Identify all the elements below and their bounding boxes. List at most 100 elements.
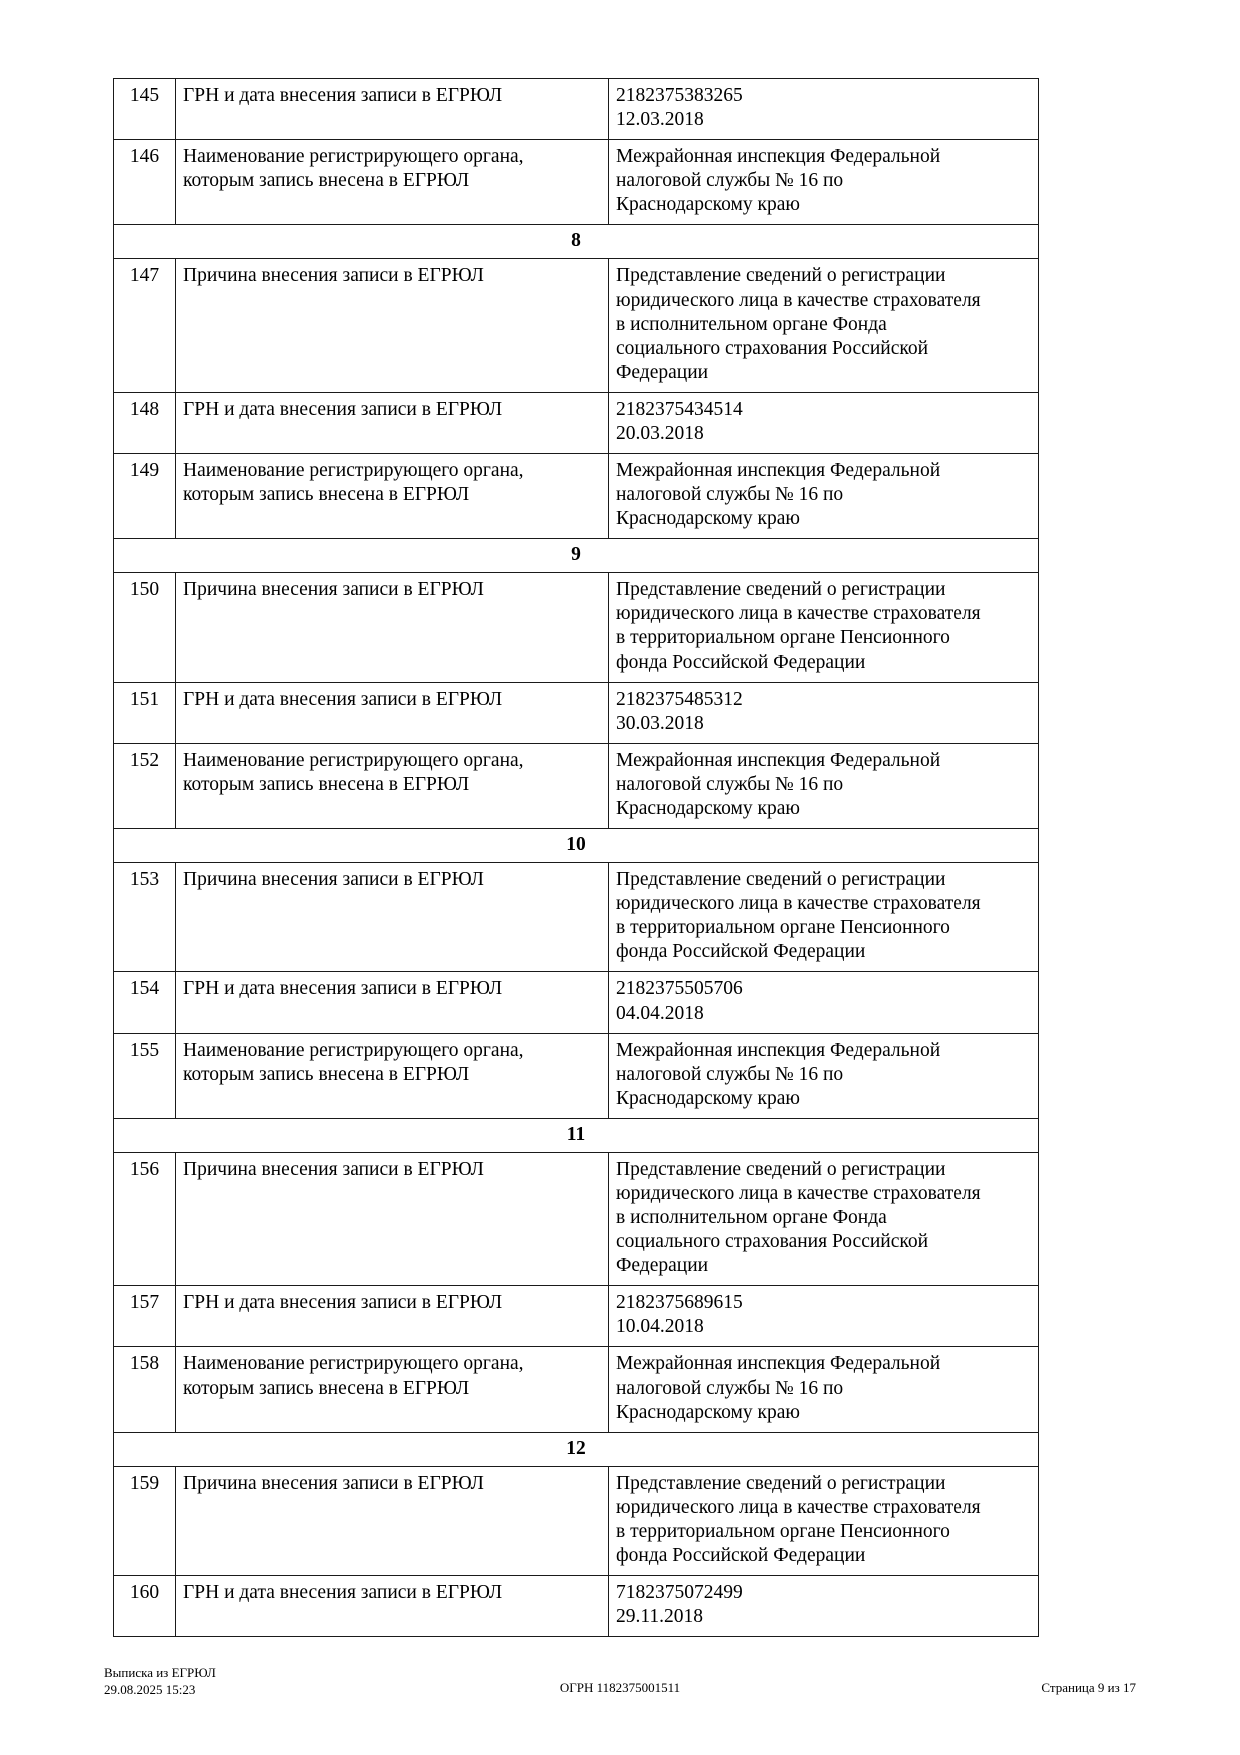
register-table-row: 148 ГРН и дата внесения записи в ЕГРЮЛ 218… [113, 391, 1039, 455]
register-table-row: 152 Наименование регистрирующего органа, к… [113, 742, 1039, 830]
register-row-label-line: Причина внесения записи в ЕГРЮЛ [183, 1158, 484, 1180]
register-row-value-line: в территориальном органе Пенсионного [616, 917, 950, 939]
register-row-value-line: Межрайонная инспекция Федеральной [616, 146, 941, 168]
register-group-label: 12 [113, 1431, 1039, 1467]
register-row-value-line: налоговой службы № 16 по [616, 1063, 844, 1085]
register-row-value: Представление сведений о регистрации юрид… [608, 1151, 1039, 1287]
register-row-number: 153 [113, 862, 176, 973]
register-row-number: 160 [113, 1575, 176, 1638]
register-row-value: Представление сведений о регистрации юрид… [608, 572, 1039, 683]
register-group-label: 8 [113, 224, 1039, 260]
register-table-row: 147 Причина внесения записи в ЕГРЮЛ Предст… [113, 258, 1039, 393]
register-row-value: Межрайонная инспекция Федеральной налогов… [608, 453, 1039, 540]
register-row-value: Межрайонная инспекция Федеральной налогов… [608, 1032, 1039, 1119]
register-row-label: ГРН и дата внесения записи в ЕГРЮЛ [175, 1285, 609, 1348]
register-row-label: ГРН и дата внесения записи в ЕГРЮЛ [175, 77, 609, 141]
register-row-value-line: налоговой службы № 16 по [616, 170, 844, 192]
register-row-value-line: 2182375505706 [616, 978, 743, 1000]
register-row-value-line: 10.04.2018 [616, 1316, 704, 1338]
register-table-row: 146 Наименование регистрирующего органа, к… [113, 139, 1039, 226]
page-footer: Выписка из ЕГРЮЛ 29.08.2025 15:23 ОГРН 1… [0, 1665, 1240, 1725]
footer-ogrn: ОГРН 1182375001511 [559, 1680, 681, 1695]
register-table-body: 145 ГРН и дата внесения записи в ЕГРЮЛ 218… [113, 77, 1039, 1638]
register-row-value-line: Представление сведений о регистрации [616, 1158, 946, 1180]
register-row-value-line: 2182375383265 [616, 85, 743, 106]
register-row-value-line: юридического лица в качестве страховател… [616, 289, 981, 311]
register-table-row: 149 Наименование регистрирующего органа, к… [113, 453, 1039, 540]
register-row-value-line: 2182375689615 [616, 1292, 743, 1314]
register-row-value-line: фонда Российской Федерации [616, 1544, 866, 1566]
register-row-number: 156 [113, 1151, 176, 1287]
register-row-value-line: юридического лица в качестве страховател… [616, 893, 981, 915]
register-row-value-line: в исполнительном органе Фонда [616, 1207, 887, 1229]
register-group-row: 10 [113, 828, 1039, 864]
register-row-number: 157 [113, 1285, 176, 1348]
register-group-row: 9 [113, 538, 1039, 574]
register-row-number: 146 [113, 139, 176, 226]
register-row-value-line: социального страхования Российской [616, 1231, 929, 1253]
register-row-number: 159 [113, 1465, 176, 1577]
register-row-value-line: 29.11.2018 [616, 1606, 704, 1628]
register-row-label: ГРН и дата внесения записи в ЕГРЮЛ [175, 971, 609, 1034]
register-table-row: 159 Причина внесения записи в ЕГРЮЛ Предст… [113, 1465, 1039, 1577]
register-table-row: 150 Причина внесения записи в ЕГРЮЛ Предст… [113, 572, 1039, 683]
register-row-value-line: в территориальном органе Пенсионного [616, 627, 950, 649]
register-row-label: Причина внесения записи в ЕГРЮЛ [175, 1151, 609, 1287]
register-row-value-line: Федерации [616, 361, 709, 383]
register-row-number: 147 [113, 258, 176, 393]
register-group-row: 12 [113, 1431, 1039, 1467]
register-row-value: Представление сведений о регистрации юрид… [608, 1465, 1039, 1577]
register-row-value: Межрайонная инспекция Федеральной налогов… [608, 139, 1039, 226]
register-row-value-line: фонда Российской Федерации [616, 651, 866, 673]
register-row-value-line: 20.03.2018 [616, 422, 704, 444]
register-row-value-line: Краснодарскому краю [616, 508, 800, 530]
register-row-value-line: 2182375434514 [616, 398, 743, 420]
register-row-value-line: Межрайонная инспекция Федеральной [616, 749, 941, 771]
register-row-value: Представление сведений о регистрации юрид… [608, 258, 1039, 393]
register-row-number: 151 [113, 681, 176, 744]
register-row-label: Наименование регистрирующего органа, кото… [175, 453, 609, 540]
register-row-label-line: Причина внесения записи в ЕГРЮЛ [183, 579, 484, 601]
register-row-value-line: 30.03.2018 [616, 712, 704, 734]
register-row-value-line: Федерации [616, 1255, 709, 1277]
register-row-value-line: Краснодарскому краю [616, 1401, 800, 1423]
register-group-row: 11 [113, 1117, 1039, 1153]
register-row-value-line: Межрайонная инспекция Федеральной [616, 1353, 941, 1375]
footer-document-title: Выписка из ЕГРЮЛ [104, 1665, 216, 1680]
register-row-number: 149 [113, 453, 176, 540]
register-row-label-line: Наименование регистрирующего органа, [183, 749, 524, 771]
register-row-label: ГРН и дата внесения записи в ЕГРЮЛ [175, 681, 609, 744]
register-row-number: 150 [113, 572, 176, 683]
register-row-label-line: Причина внесения записи в ЕГРЮЛ [183, 1472, 484, 1494]
register-row-label: ГРН и дата внесения записи в ЕГРЮЛ [175, 391, 609, 455]
register-row-value-line: налоговой службы № 16 по [616, 1377, 844, 1399]
register-row-label-line: которым запись внесена в ЕГРЮЛ [183, 1063, 470, 1085]
register-row-value-line: социального страхования Российской [616, 337, 929, 359]
register-group-label: 9 [113, 538, 1039, 574]
register-row-number: 145 [113, 77, 176, 141]
register-row-value-line: Краснодарскому краю [616, 1087, 800, 1109]
register-row-number: 158 [113, 1346, 176, 1433]
register-row-label-line: Причина внесения записи в ЕГРЮЛ [183, 869, 484, 891]
footer-generated-timestamp: 29.08.2025 15:23 [104, 1681, 196, 1697]
register-row-value: 2182375434514 20.03.2018 [608, 391, 1039, 455]
register-row-value: 2182375383265 12.03.2018 [608, 77, 1039, 141]
register-group-label: 10 [113, 828, 1039, 864]
register-table-row: 154 ГРН и дата внесения записи в ЕГРЮЛ 218… [113, 971, 1039, 1034]
register-table-row: 156 Причина внесения записи в ЕГРЮЛ Предст… [113, 1151, 1039, 1287]
register-row-label-line: Наименование регистрирующего органа, [183, 1353, 524, 1375]
register-row-label-line: ГРН и дата внесения записи в ЕГРЮЛ [183, 85, 503, 106]
register-row-label: Наименование регистрирующего органа, кото… [175, 1346, 609, 1433]
register-row-label: Причина внесения записи в ЕГРЮЛ [175, 1465, 609, 1577]
register-row-value: 2182375485312 30.03.2018 [608, 681, 1039, 744]
register-row-value: Межрайонная инспекция Федеральной налогов… [608, 1346, 1039, 1433]
register-table-row: 158 Наименование регистрирующего органа, к… [113, 1346, 1039, 1433]
register-row-number: 148 [113, 391, 176, 455]
register-row-value: 2182375689615 10.04.2018 [608, 1285, 1039, 1348]
register-row-value-line: Краснодарскому краю [616, 797, 800, 819]
register-row-value-line: Межрайонная инспекция Федеральной [616, 1039, 941, 1061]
register-row-value-line: 2182375485312 [616, 688, 743, 710]
register-row-label-line: ГРН и дата внесения записи в ЕГРЮЛ [183, 1292, 503, 1314]
register-row-value-line: юридического лица в качестве страховател… [616, 1182, 981, 1204]
